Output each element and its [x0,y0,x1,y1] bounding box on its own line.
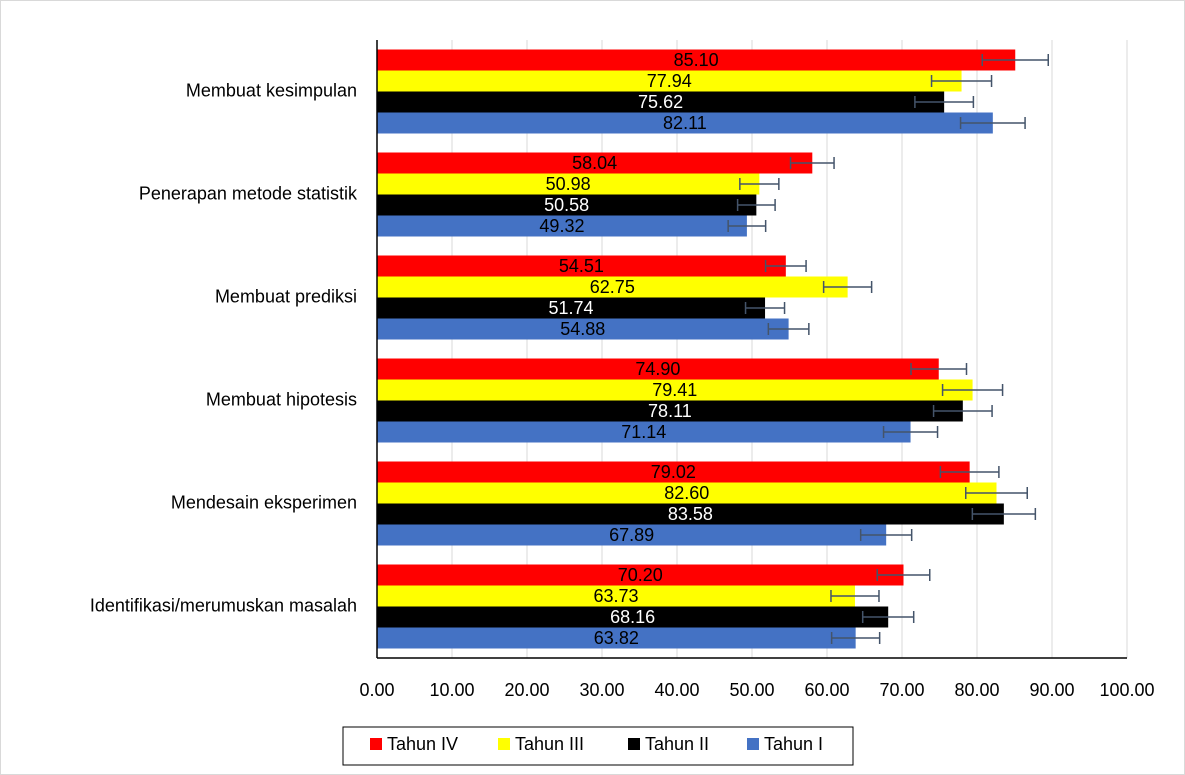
bar [377,173,760,195]
error-bar [861,611,915,623]
error-bar [932,405,993,417]
error-bar [876,569,931,581]
x-tick-label: 100.00 [1099,680,1154,700]
data-label: 82.11 [663,113,707,133]
error-bar [914,96,975,108]
error-bar [744,302,786,314]
bar [377,400,963,422]
bar [377,461,970,483]
data-label: 71.14 [621,422,666,442]
legend-swatch [498,738,510,750]
error-bar [959,117,1026,129]
data-label: 50.98 [546,174,591,194]
data-label: 68.16 [610,607,655,627]
data-label: 63.73 [593,586,638,606]
bar [377,606,889,628]
data-label: 62.75 [590,277,635,297]
x-tick-label: 20.00 [504,680,549,700]
x-tick-label: 0.00 [359,680,394,700]
bar [377,421,911,443]
bar [377,358,939,380]
error-bar [930,75,993,87]
bar [377,194,757,216]
bar [377,297,766,319]
bar [377,503,1004,525]
error-bar [941,384,1004,396]
data-label: 54.88 [560,319,605,339]
x-tick-label: 10.00 [429,680,474,700]
data-label: 70.20 [618,565,663,585]
bar [377,564,904,586]
bar [377,255,786,277]
bar [377,524,887,546]
legend-swatch [747,738,759,750]
error-bar [965,487,1028,499]
error-bar [882,426,939,438]
x-tick-label: 90.00 [1029,680,1074,700]
error-bar [789,157,835,169]
data-label: 85.10 [674,50,719,70]
legend-swatch [628,738,640,750]
error-bar [764,260,807,272]
bar [377,91,945,113]
data-label: 75.62 [638,92,683,112]
bar [377,215,747,237]
data-label: 67.89 [609,525,654,545]
bar [377,70,962,92]
bar [377,112,993,134]
data-label: 77.94 [647,71,692,91]
data-label: 82.60 [664,483,709,503]
x-tick-label: 30.00 [579,680,624,700]
data-label: 78.11 [648,401,692,421]
data-label: 83.58 [668,504,713,524]
error-bar [981,54,1049,66]
data-label: 74.90 [635,359,680,379]
bar [377,152,813,174]
bar [377,49,1016,71]
data-label: 49.32 [539,216,584,236]
error-bar [736,199,776,211]
data-label: 51.74 [549,298,594,318]
legend-box [342,726,854,766]
error-bar [830,590,880,602]
bar [377,318,789,340]
bar [377,276,848,298]
legend-label: Tahun I [764,734,823,754]
data-label: 54.51 [559,256,604,276]
y-tick-label: Penerapan metode statistik [139,183,358,203]
y-tick-label: Identifikasi/merumuskan masalah [90,595,357,615]
legend-swatch [370,738,382,750]
y-tick-label: Mendesain eksperimen [171,492,357,512]
error-bar [830,632,881,644]
bar [377,585,855,607]
x-tick-label: 70.00 [879,680,924,700]
error-bar [767,323,810,335]
x-tick-label: 40.00 [654,680,699,700]
legend-label: Tahun III [515,734,584,754]
legend-label: Tahun IV [387,734,458,754]
y-tick-label: Membuat hipotesis [206,389,357,409]
data-label: 79.41 [652,380,697,400]
error-bar [822,281,873,293]
x-tick-label: 80.00 [954,680,999,700]
bar [377,627,856,649]
x-tick-label: 60.00 [804,680,849,700]
error-bar [859,529,913,541]
x-tick-label: 50.00 [729,680,774,700]
error-bar [739,178,780,190]
error-bar [727,220,767,232]
legend-label: Tahun II [645,734,709,754]
bar [377,379,973,401]
data-label: 50.58 [544,195,589,215]
error-bar [971,508,1037,520]
data-label: 79.02 [651,462,696,482]
y-tick-label: Membuat prediksi [215,286,357,306]
error-bar [939,466,1000,478]
data-label: 63.82 [594,628,639,648]
data-label: 58.04 [572,153,617,173]
bar [377,482,997,504]
y-tick-label: Membuat kesimpulan [186,80,357,100]
error-bar [910,363,968,375]
